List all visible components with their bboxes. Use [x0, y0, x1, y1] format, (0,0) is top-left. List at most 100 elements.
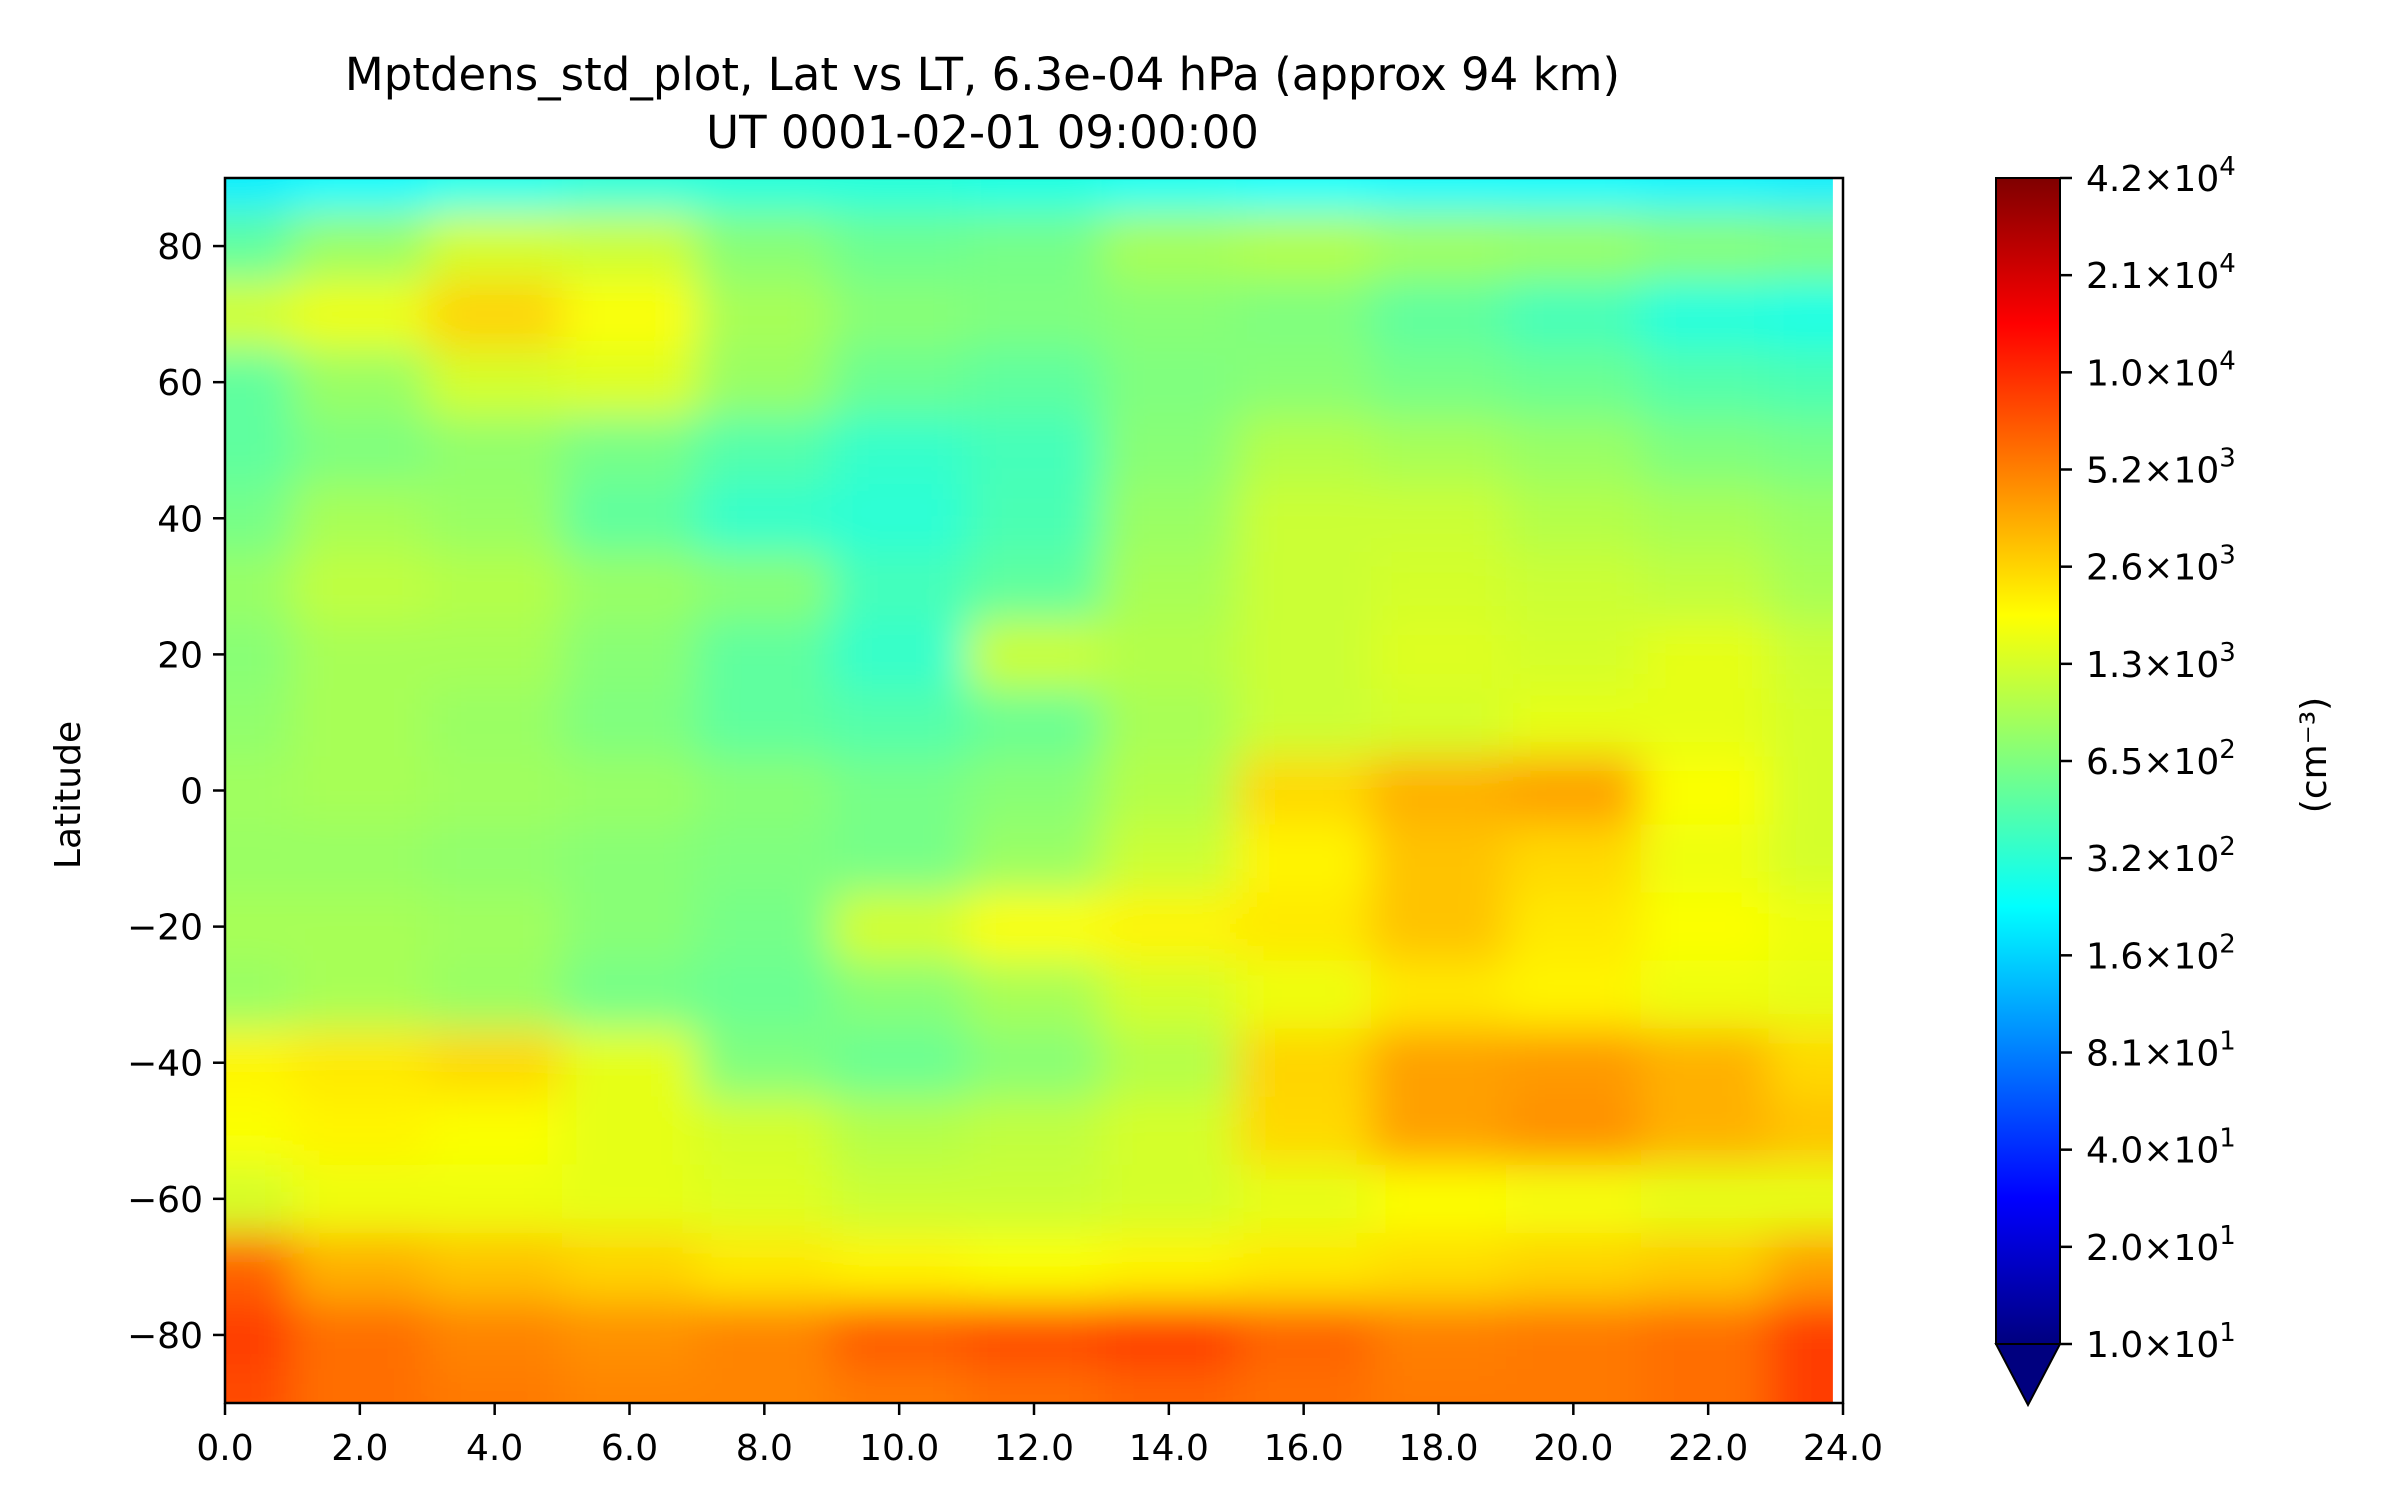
heatmap-cell	[966, 1096, 1103, 1166]
heatmap-cell	[831, 756, 968, 826]
heatmap-cell	[1768, 1300, 1843, 1370]
heatmap-cell	[1768, 688, 1843, 758]
heatmap-cell	[225, 1300, 294, 1370]
heatmap-cell	[696, 1164, 833, 1234]
x-tick-label: 24.0	[1803, 1428, 1883, 1469]
heatmap-cell	[1101, 484, 1238, 554]
heatmap-cell	[225, 1096, 294, 1166]
heatmap-cell	[1640, 1096, 1770, 1166]
heatmap-cell	[1236, 824, 1373, 894]
heatmap-cell	[1768, 824, 1843, 894]
heatmap-cell	[1505, 892, 1642, 962]
heatmap-cell	[831, 1300, 968, 1370]
heatmap-cell	[1505, 552, 1642, 622]
heatmap-cell	[831, 620, 968, 690]
heatmap-cell	[966, 756, 1103, 826]
heatmap-cell	[1505, 1368, 1642, 1403]
heatmap-cell	[1768, 552, 1843, 622]
heatmap-cell	[1101, 960, 1238, 1030]
heatmap-cell	[1505, 1096, 1642, 1166]
heatmap-cell	[1505, 1300, 1642, 1370]
heatmap-cell	[966, 416, 1103, 486]
heatmap-cell	[1236, 484, 1373, 554]
colorbar-tick-label: 1.6×102	[2086, 929, 2236, 977]
heatmap-cell	[1236, 348, 1373, 418]
x-tick-label: 6.0	[601, 1428, 658, 1469]
heatmap-cell	[1768, 1096, 1843, 1166]
heatmap-cell	[1768, 212, 1843, 282]
heatmap-cell	[696, 178, 833, 214]
heatmap-cell	[292, 348, 429, 418]
heatmap-cell	[1768, 1232, 1843, 1302]
heatmap-cell	[831, 1232, 968, 1302]
heatmap-cell	[427, 1368, 564, 1403]
colorbar-tick-label: 5.2×103	[2086, 444, 2236, 492]
heatmap-cell	[225, 688, 294, 758]
heatmap-cell	[966, 484, 1103, 554]
heatmap-cell	[1640, 688, 1770, 758]
heatmap-cell	[696, 348, 833, 418]
heatmap-cell	[1505, 1232, 1642, 1302]
heatmap-cell	[1371, 552, 1507, 622]
heatmap-cell	[427, 824, 564, 894]
heatmap-cell	[1505, 484, 1642, 554]
heatmap-cell	[427, 1096, 564, 1166]
heatmap-cell	[1640, 1028, 1770, 1098]
heatmap-cell	[966, 1300, 1103, 1370]
heatmap-cell	[427, 688, 564, 758]
heatmap-cell	[1640, 1232, 1770, 1302]
heatmap-cell	[1371, 1368, 1507, 1403]
heatmap-cell	[225, 552, 294, 622]
heatmap-cell	[831, 178, 968, 214]
heatmap-cell	[1768, 178, 1843, 214]
heatmap-cell	[292, 178, 429, 214]
x-axis: 0.0 2.0 4.0 6.0 8.0 10.0 12.0 14.0 16.0 18.0 20.0 2…	[196, 1403, 1883, 1469]
heatmap-cell	[1371, 1164, 1507, 1234]
heatmap-cell	[292, 280, 429, 350]
heatmap-cell	[696, 1300, 833, 1370]
heatmap-cell	[292, 1028, 429, 1098]
heatmap-cell	[831, 1028, 968, 1098]
heatmap-cell	[292, 892, 429, 962]
heatmap-cell	[1371, 688, 1507, 758]
colorbar-tick-label: 4.2×104	[2086, 152, 2236, 200]
heatmap-cell	[1236, 552, 1373, 622]
colorbar-tick-label: 4.0×101	[2086, 1124, 2236, 1172]
heatmap-cell	[427, 892, 564, 962]
heatmap-cell	[1236, 1232, 1373, 1302]
heatmap-cell	[225, 280, 294, 350]
chart-title: Mptdens_std_plot, Lat vs LT, 6.3e-04 hPa…	[344, 48, 1621, 101]
plot-area	[223, 176, 1845, 1405]
x-tick-label: 4.0	[466, 1428, 523, 1469]
heatmap-cell	[1640, 892, 1770, 962]
heatmap-cell	[1640, 484, 1770, 554]
heatmap-cell	[1101, 1300, 1238, 1370]
heatmap-cell	[1371, 756, 1507, 826]
heatmap-cell	[225, 1368, 294, 1403]
heatmap-cell	[1768, 1368, 1843, 1403]
heatmap-cell	[562, 620, 698, 690]
heatmap-cell	[966, 892, 1103, 962]
colorbar-label: (cm⁻³)	[2294, 697, 2335, 813]
heatmap-cell	[1768, 280, 1843, 350]
heatmap-cell	[966, 620, 1103, 690]
heatmap-cell	[225, 824, 294, 894]
y-tick-label: −80	[127, 1316, 203, 1357]
heatmap-cell	[966, 688, 1103, 758]
heatmap-cell	[831, 688, 968, 758]
heatmap-cell	[1101, 416, 1238, 486]
heatmap-cell	[831, 348, 968, 418]
x-tick-label: 8.0	[736, 1428, 793, 1469]
heatmap-cell	[696, 416, 833, 486]
heatmap-cell	[1505, 688, 1642, 758]
heatmap-cell	[427, 280, 564, 350]
heatmap-cell	[1371, 960, 1507, 1030]
heatmap-cell	[562, 1368, 698, 1403]
heatmap-cell	[562, 280, 698, 350]
heatmap-cell	[1640, 348, 1770, 418]
heatmap-cell	[831, 552, 968, 622]
y-tick-label: −60	[127, 1180, 203, 1221]
heatmap-cell	[1101, 824, 1238, 894]
heatmap-cell	[292, 824, 429, 894]
